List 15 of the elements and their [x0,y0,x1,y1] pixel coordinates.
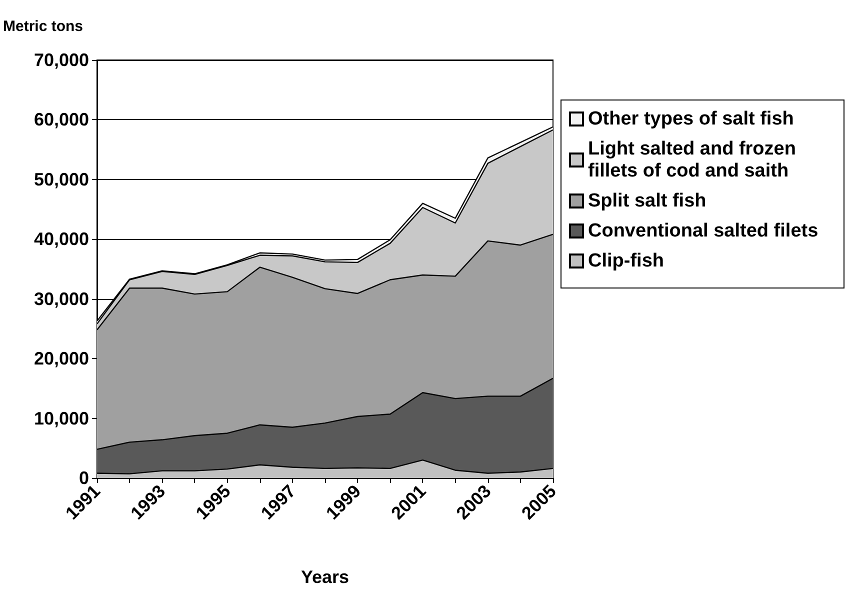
y-tick-label: 60,000 [34,110,89,130]
y-tick-label: 40,000 [34,229,89,250]
legend-label: Conventional salted filets [588,220,818,242]
y-tick-label: 30,000 [34,288,89,309]
legend-label: Clip-fish [588,250,664,272]
x-axis-title: Years [300,567,350,587]
y-tick-label: 50,000 [34,169,89,190]
y-tick-label: 20,000 [34,348,89,369]
legend-label: Light salted and frozen fillets of cod and saith [588,138,802,182]
y-tick-label: 70,000 [34,50,89,70]
y-tick-label: 0 [78,468,89,488]
legend-label: Split salt fish [588,190,706,212]
legend-label: Other types of salt fish [588,108,794,130]
y-tick-label: 10,000 [34,408,89,428]
y-axis-title: Metric tons [3,18,84,35]
